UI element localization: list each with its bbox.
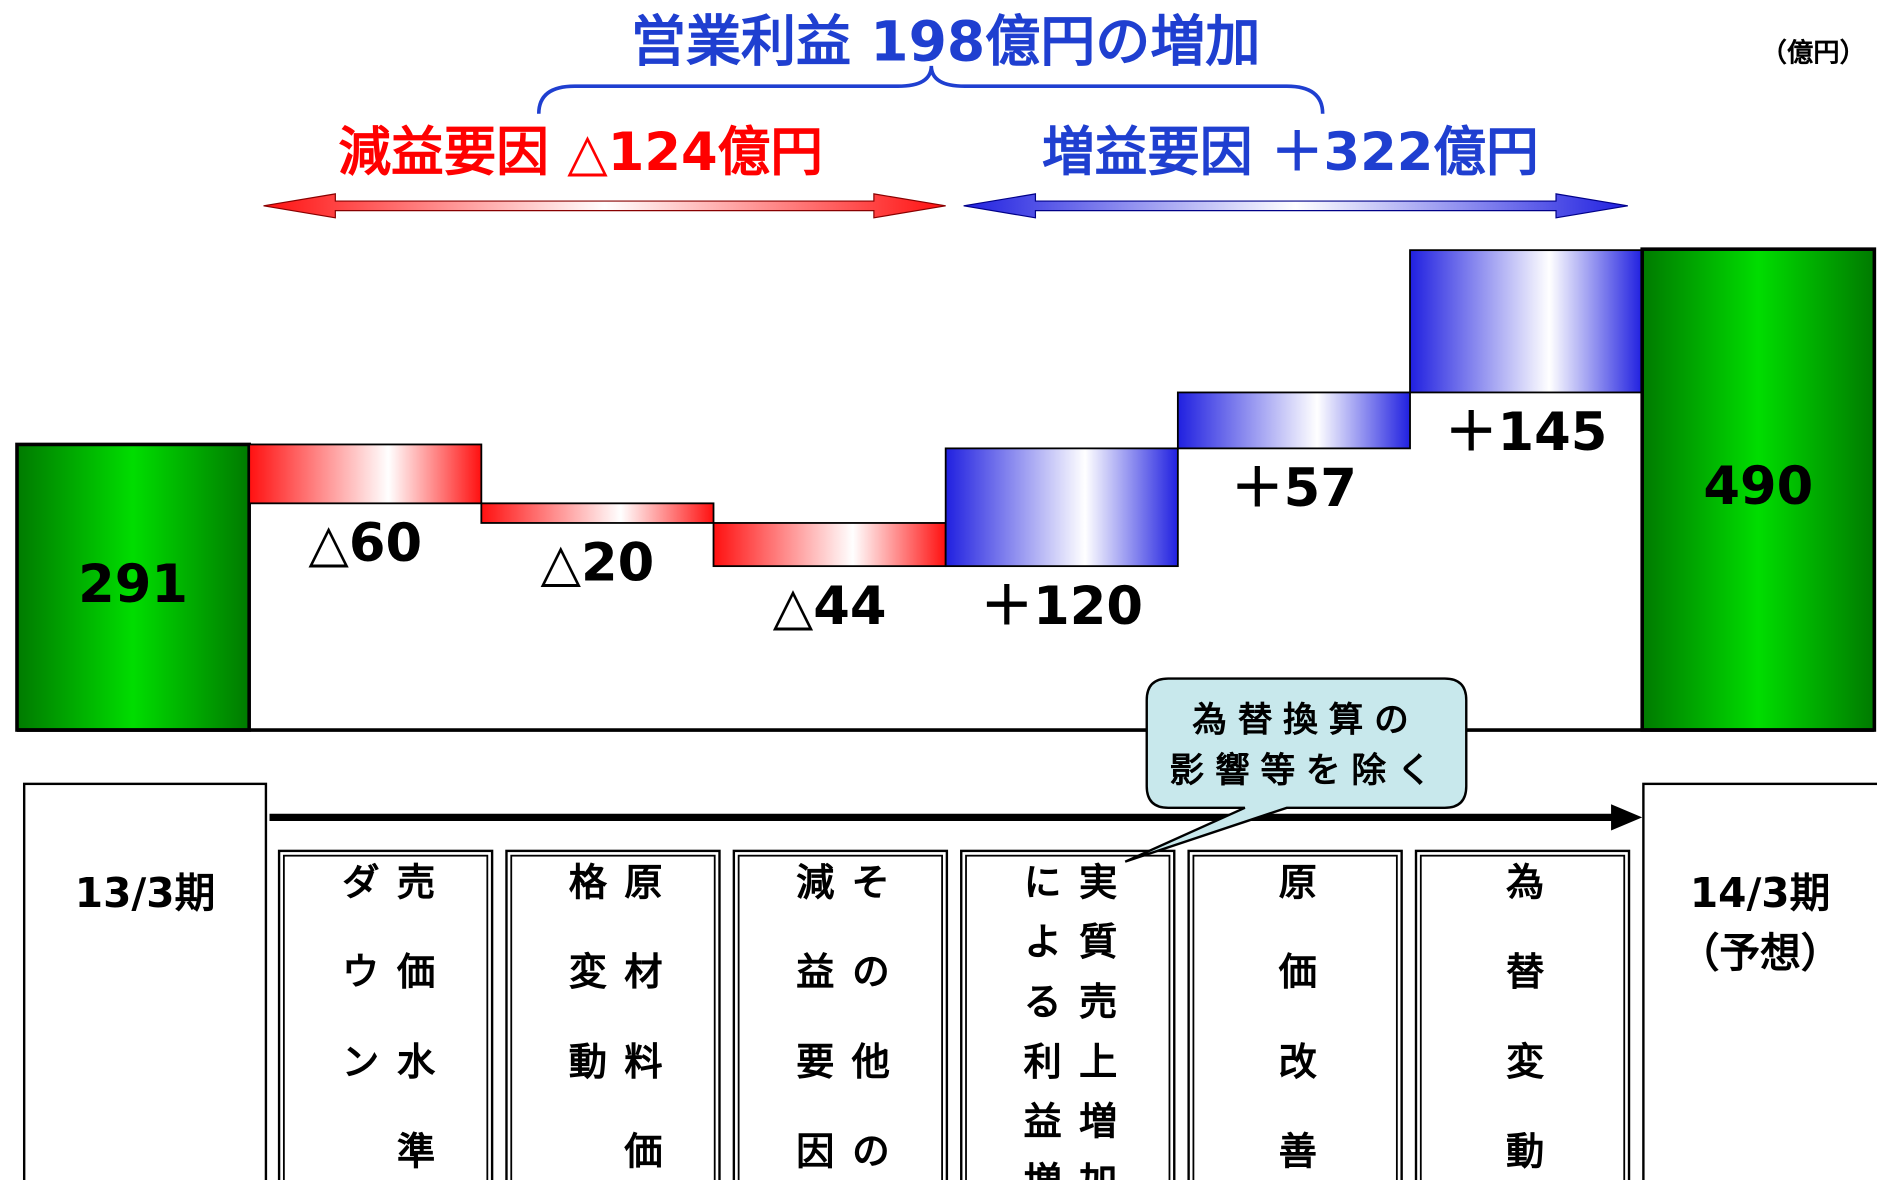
- category-cell-inner: [1419, 854, 1626, 1180]
- unit-label: （億円）: [1761, 38, 1866, 68]
- category-cell: [960, 849, 1176, 1180]
- category-cell: [1414, 849, 1631, 1180]
- value-label: ＋120: [981, 576, 1144, 637]
- category-cell-inner: [1192, 854, 1398, 1180]
- category-cell-inner: [737, 854, 943, 1180]
- bar: [1176, 391, 1411, 450]
- bar: [480, 502, 715, 524]
- table-cell: [1642, 782, 1877, 1180]
- category-cell: [277, 849, 494, 1180]
- category-cell: [505, 849, 721, 1180]
- callout-text: 影響等を除く: [1170, 750, 1443, 791]
- value-label: 291: [78, 554, 188, 615]
- category-cell: 13/3期: [74, 870, 216, 918]
- value-label: 490: [1703, 456, 1813, 517]
- category-label: 為替変動: [1500, 861, 1546, 1180]
- category-cell: [1187, 849, 1403, 1180]
- bar: [1640, 247, 1877, 732]
- chart-title: 営業利益 198億円の増加: [631, 10, 1261, 74]
- increase-arrow: [963, 193, 1628, 219]
- category-cell: [732, 849, 949, 1180]
- category-text-box: その他の減益要因: [790, 861, 892, 1180]
- category-text-box: 実質売上増加による利益増: [1017, 861, 1119, 1180]
- category-label: 原価改善: [1272, 861, 1319, 1180]
- value-label: △20: [541, 533, 655, 594]
- annotation: 増益要因 ＋322億円: [1042, 122, 1539, 183]
- category-text-box: 売価水準ダウン: [335, 861, 437, 1180]
- bar: [1409, 249, 1644, 394]
- decrease-arrow: [263, 193, 946, 219]
- category-label: その他の減益要因: [790, 861, 892, 1180]
- annotation: 減益要因 △124億円: [338, 122, 823, 183]
- category-label: 実質売上増加による利益増: [1017, 861, 1119, 1180]
- period-arrow-head: [1611, 804, 1643, 831]
- category-label: 14/3期（予想）: [1678, 870, 1842, 978]
- value-label: △60: [308, 513, 422, 574]
- value-label: △44: [773, 576, 887, 637]
- bar: [248, 443, 483, 505]
- table-cell: [22, 782, 268, 1180]
- bar: [944, 447, 1179, 568]
- category-cell-inner: [282, 854, 489, 1180]
- callout-text: 為替換算の: [1192, 701, 1419, 741]
- value-label: ＋57: [1231, 458, 1357, 519]
- brace: [536, 65, 1325, 114]
- category-cell-inner: [965, 854, 1171, 1180]
- category-label: 売価水準ダウン: [335, 861, 437, 1180]
- category-text-box: 原価改善: [1272, 861, 1319, 1180]
- category-cell: 14/3期（予想）: [1678, 870, 1842, 978]
- category-text-box: 為替変動: [1500, 861, 1546, 1180]
- category-cell-inner: [510, 854, 716, 1180]
- bar: [712, 522, 947, 568]
- category-text-box: 原材料価格変動: [562, 861, 664, 1180]
- callout: [1124, 677, 1468, 863]
- value-label: ＋145: [1445, 402, 1608, 463]
- category-label: 原材料価格変動: [562, 861, 664, 1180]
- category-label: 13/3期: [74, 870, 216, 918]
